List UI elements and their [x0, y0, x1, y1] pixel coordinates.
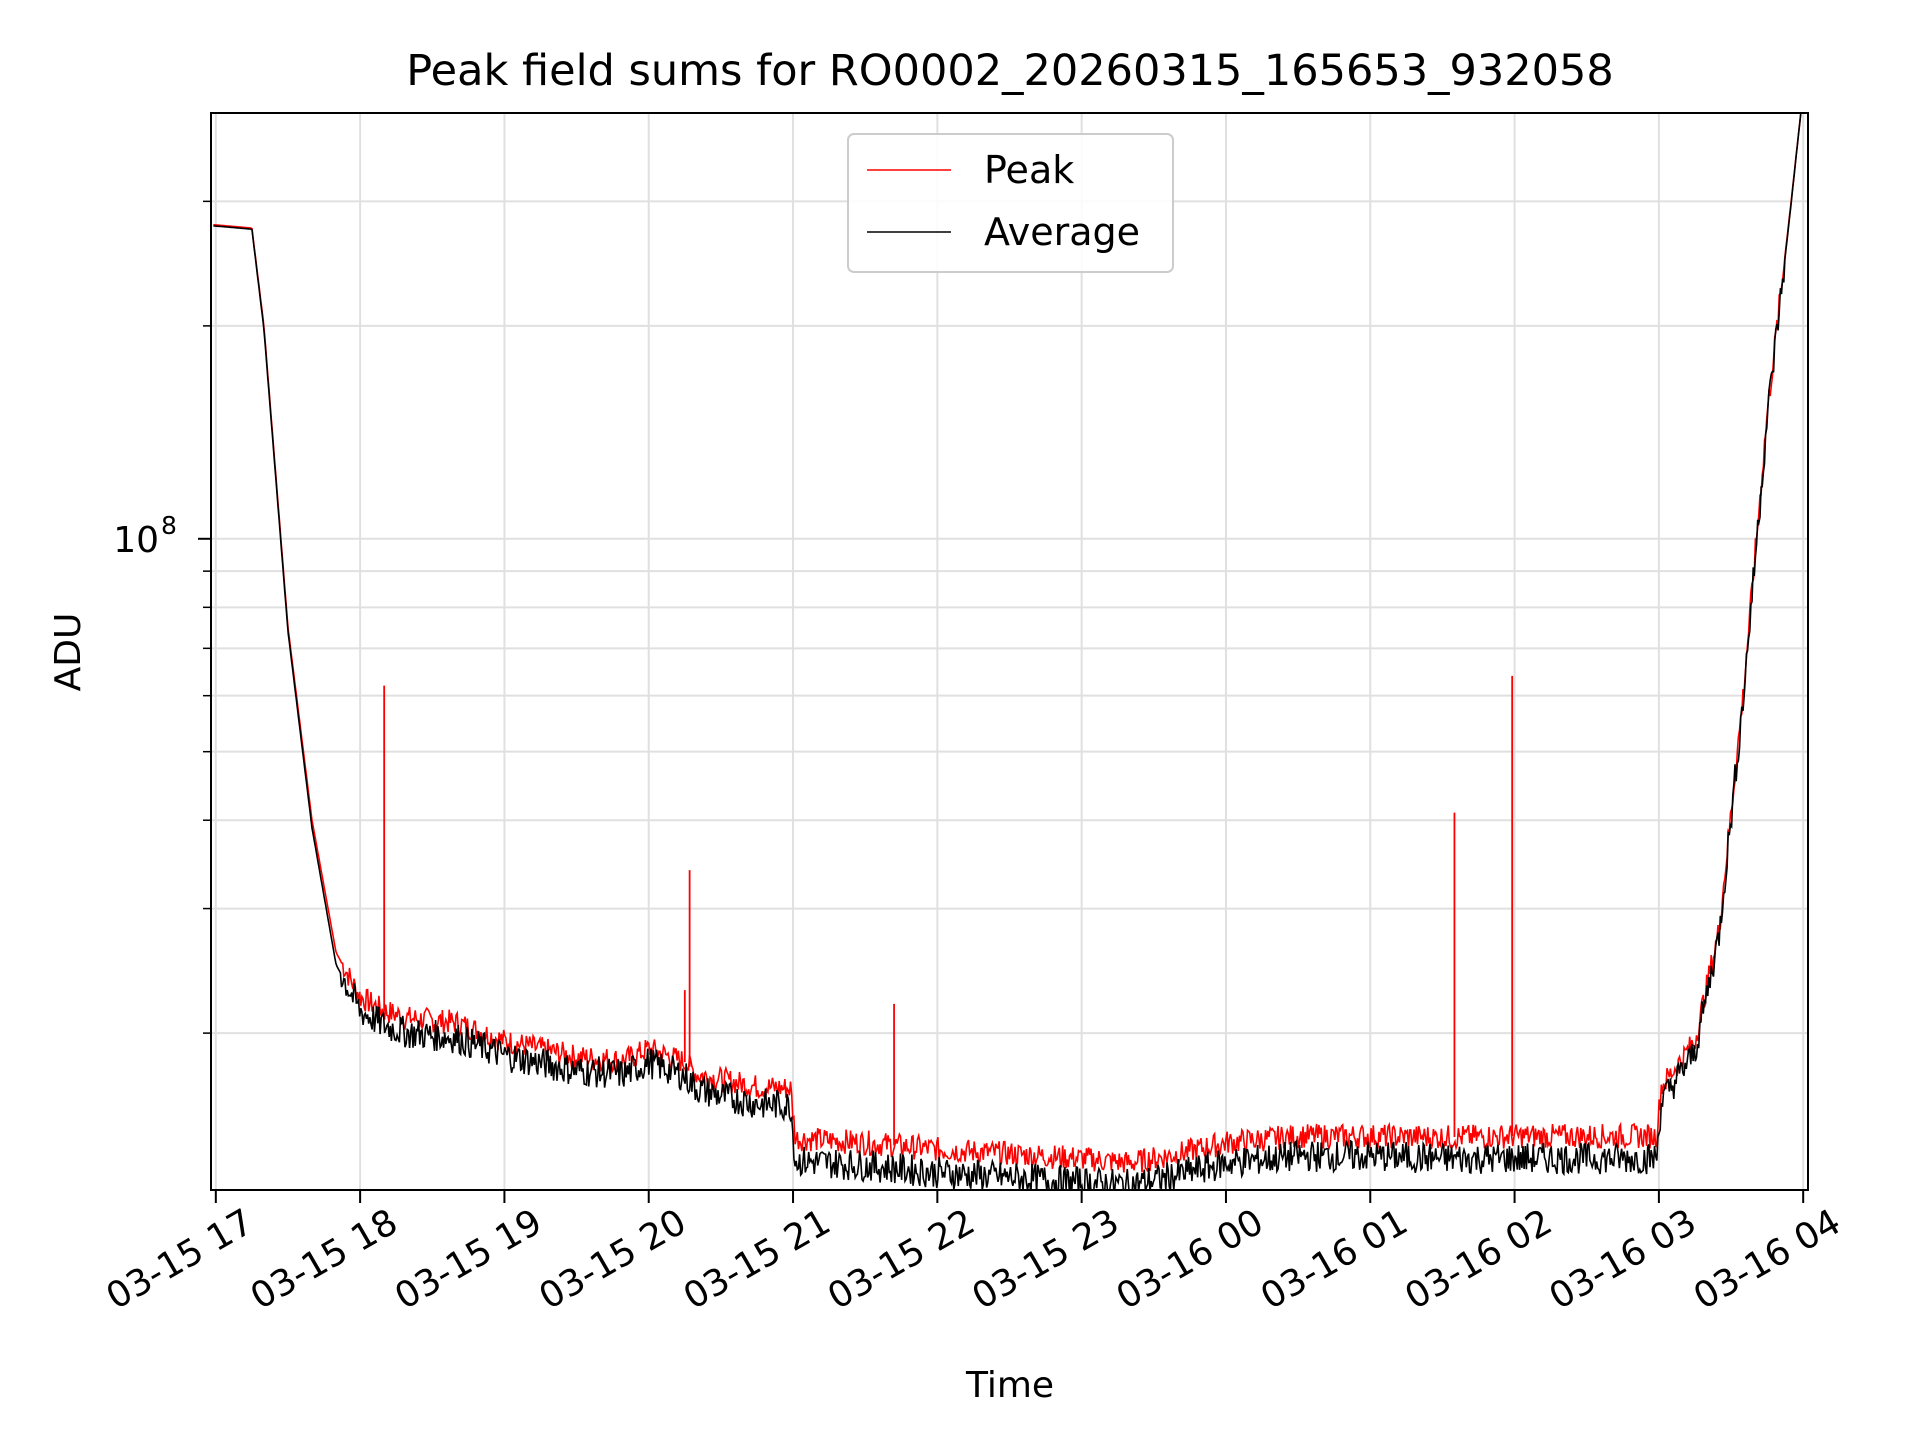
- series-line-average: [213, 113, 1802, 1190]
- y-axis-label: ADU: [48, 613, 89, 692]
- legend-box: [847, 133, 1174, 273]
- legend-label-peak: Peak: [984, 148, 1074, 192]
- y-tick-label: 10: [113, 520, 159, 561]
- x-axis-label: Time: [965, 1365, 1054, 1406]
- series-layer: [213, 113, 1802, 1190]
- y-tick-label-exponent: 8: [161, 511, 177, 540]
- chart-title: Peak field sums for RO0002_20260315_1656…: [406, 46, 1613, 96]
- y-axis: 10 8: [113, 200, 211, 1034]
- legend: Peak Average: [847, 133, 1174, 273]
- plot-frame: [210, 112, 1809, 1191]
- legend-label-average: Average: [984, 210, 1140, 254]
